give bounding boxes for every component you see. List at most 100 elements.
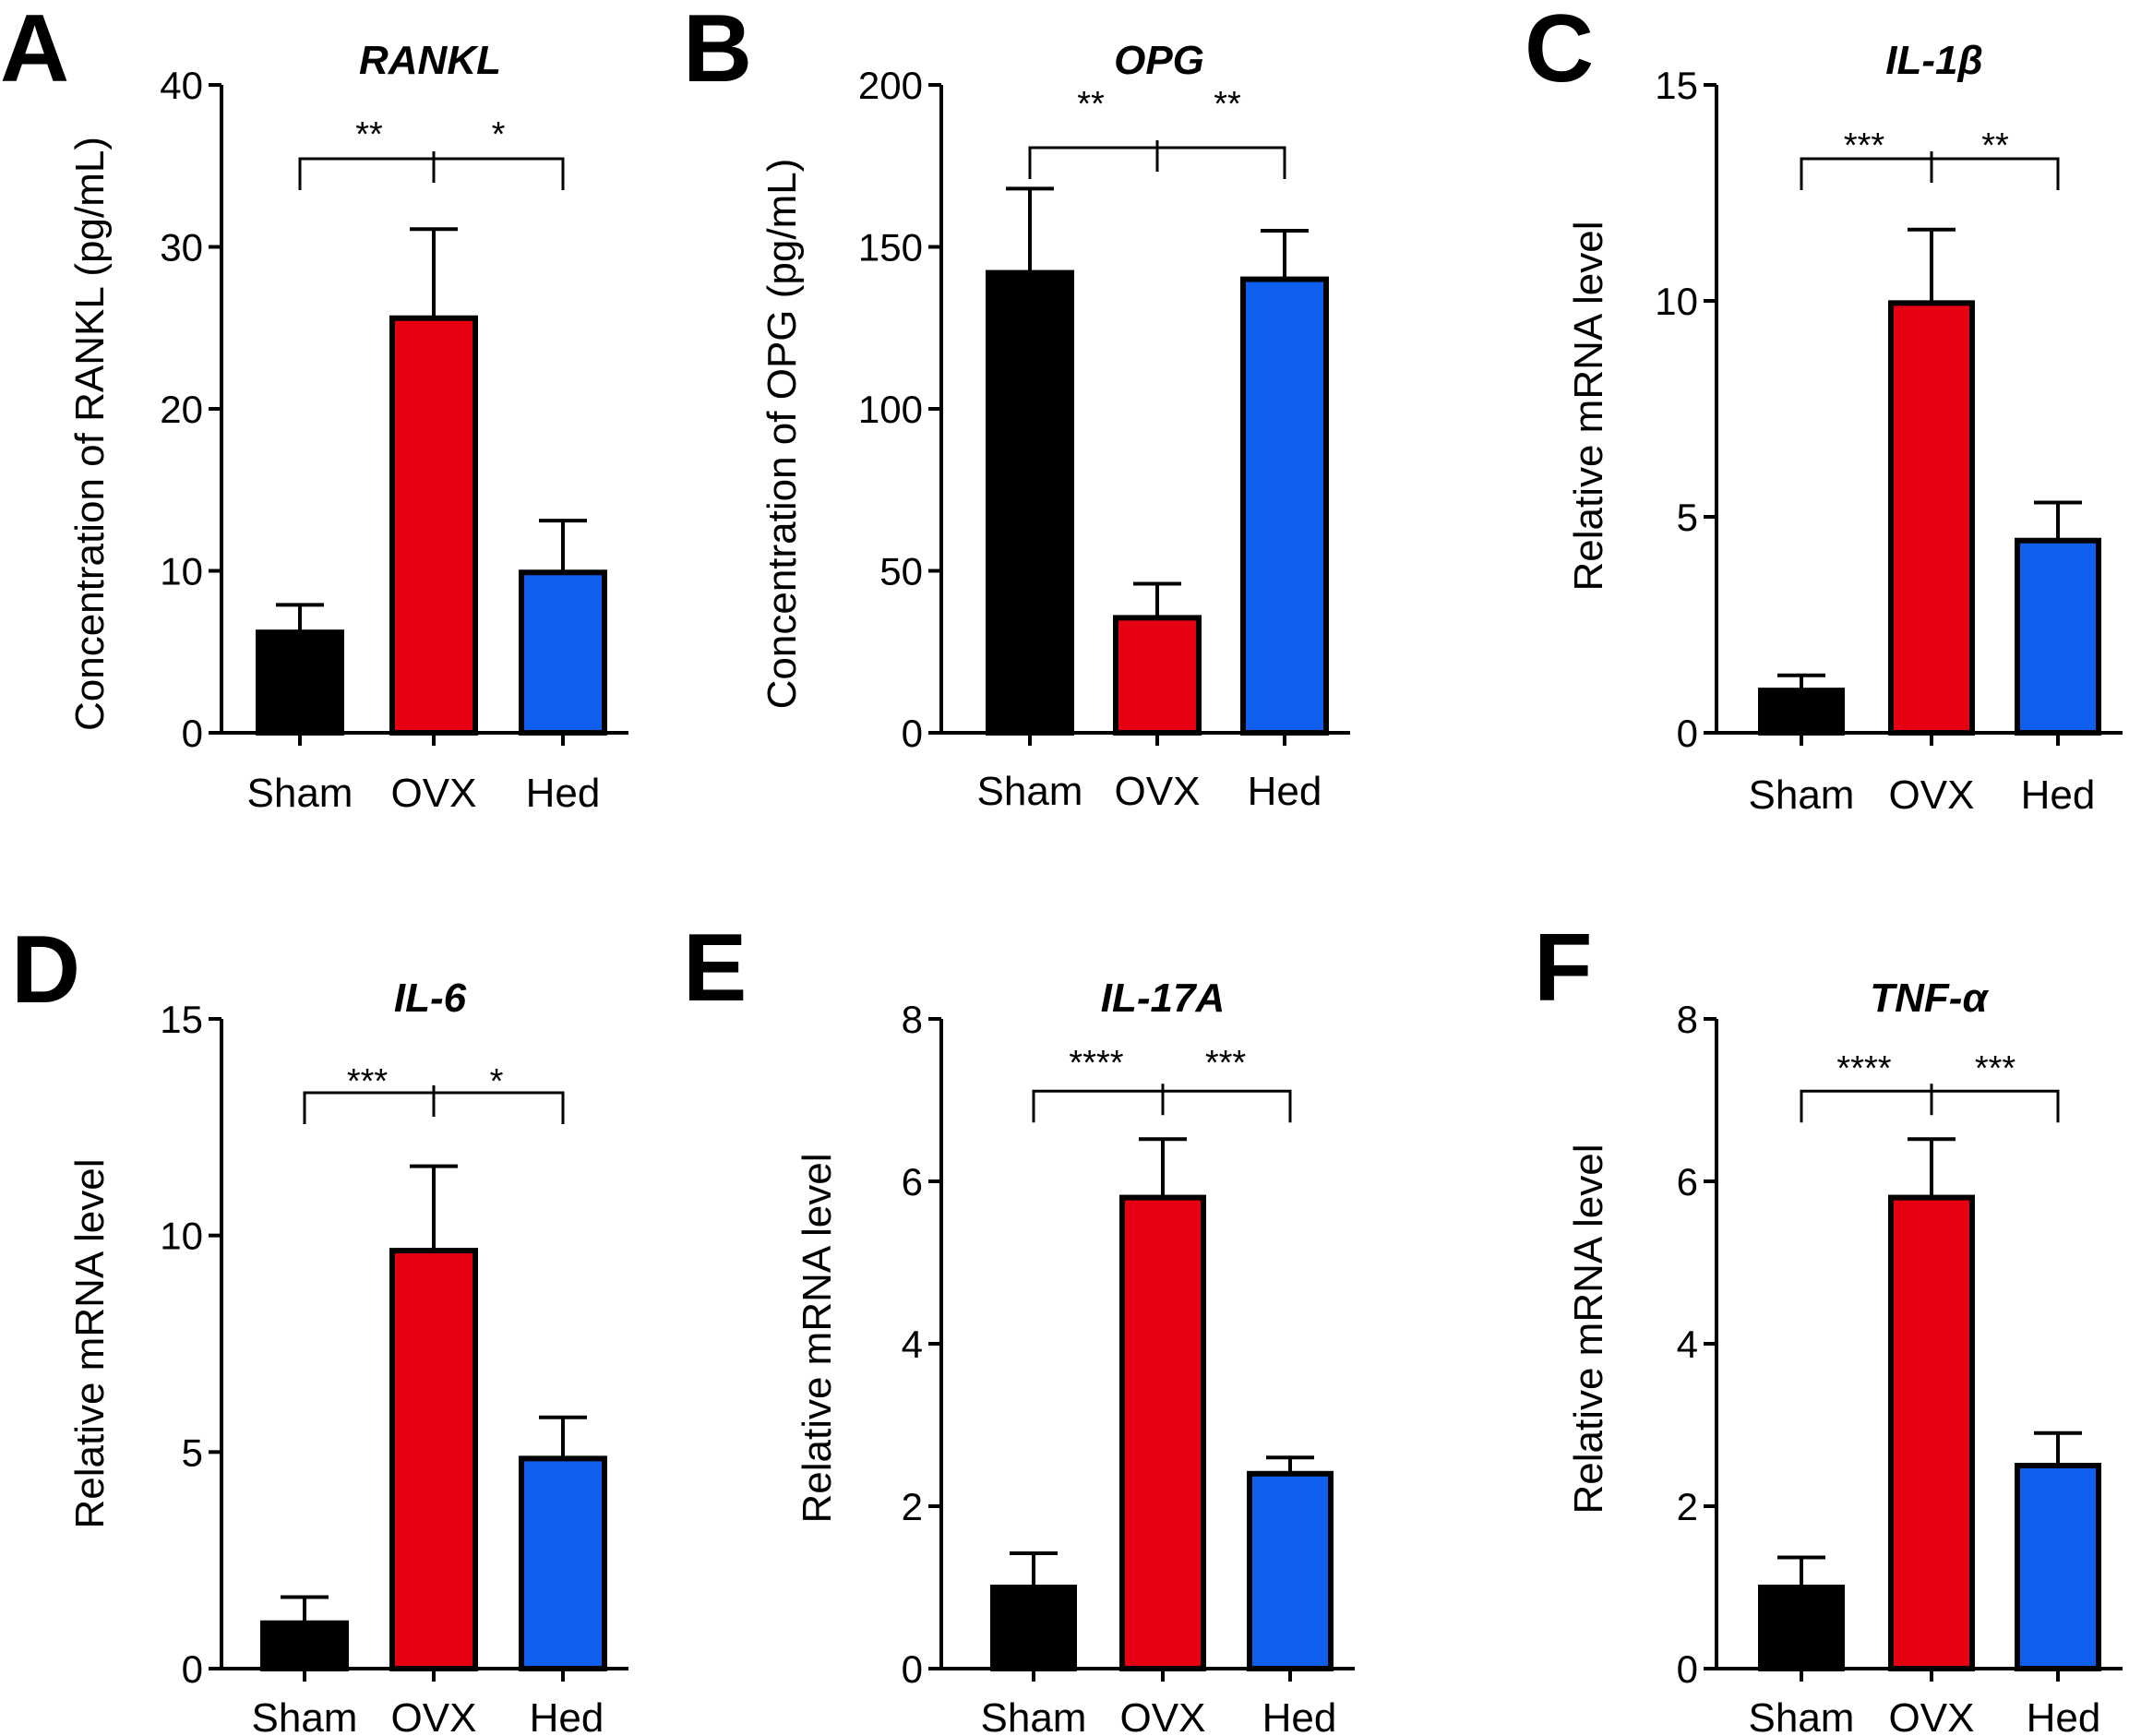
y-tick-label: 0 <box>1677 712 1698 755</box>
y-tick-label: 5 <box>1677 496 1698 539</box>
category-label-hed: Hed <box>1262 1695 1337 1736</box>
bar-sham <box>986 269 1074 736</box>
bar-hed <box>2015 537 2101 736</box>
y-tick-label: 10 <box>160 1215 203 1258</box>
bar-hed <box>1247 1470 1334 1672</box>
significance-bracket <box>298 157 565 190</box>
significance-bracket <box>1800 157 2060 190</box>
significance-right: * <box>490 1062 504 1101</box>
bar-sham <box>1758 688 1845 736</box>
y-tick-label: 4 <box>1677 1323 1698 1366</box>
plot-area: 0 10 20 30 40 <box>160 64 628 755</box>
chart-title: IL-6 <box>394 976 467 1021</box>
bar-sham <box>1758 1585 1845 1671</box>
bar-hed <box>519 569 607 736</box>
category-label-ovx: OVX <box>1115 769 1201 814</box>
category-label-ovx: OVX <box>391 771 477 816</box>
y-axis-label: Concentration of RANKL (pg/mL) <box>67 137 113 731</box>
panel-d: D IL-6 Relative mRNA level 0 5 10 15 Sham O… <box>11 916 628 1736</box>
bar-sham <box>260 1620 349 1671</box>
y-tick-label: 0 <box>182 1647 203 1691</box>
significance-right: * <box>492 115 506 154</box>
significance-left: **** <box>1069 1044 1123 1083</box>
bar-hed <box>519 1455 607 1671</box>
category-label-sham: Sham <box>977 769 1083 814</box>
y-tick-label: 6 <box>1677 1160 1698 1203</box>
significance-right: ** <box>1981 126 2009 165</box>
category-label-ovx: OVX <box>1120 1695 1206 1736</box>
y-tick-label: 50 <box>879 550 923 593</box>
y-tick-label: 40 <box>160 64 203 107</box>
panel-letter: C <box>1525 0 1594 102</box>
chart-title: OPG <box>1114 38 1204 83</box>
y-tick-label: 8 <box>1677 998 1698 1041</box>
significance-left: *** <box>1844 126 1885 165</box>
y-tick-label: 2 <box>1677 1485 1698 1528</box>
bar-ovx <box>1119 1194 1206 1671</box>
category-label-sham: Sham <box>247 771 353 816</box>
significance-right: *** <box>1205 1044 1247 1083</box>
panel-letter: F <box>1534 915 1593 1022</box>
panel-letter: B <box>683 0 752 102</box>
panel-a: A RANKL Concentration of RANKL (pg/mL) 0… <box>0 0 628 816</box>
panel-letter: A <box>0 0 69 102</box>
y-tick-label: 30 <box>160 226 203 269</box>
y-tick-label: 0 <box>1677 1647 1698 1691</box>
y-axis-label: Relative mRNA level <box>67 1158 113 1528</box>
significance-right: ** <box>1214 85 1241 124</box>
y-tick-label: 150 <box>858 226 923 269</box>
plot-area: 0 5 10 15 <box>160 998 628 1691</box>
significance-left: ** <box>355 115 383 154</box>
category-label-sham: Sham <box>981 1695 1087 1736</box>
bar-sham <box>256 629 344 736</box>
significance-left: **** <box>1836 1049 1891 1088</box>
y-tick-label: 10 <box>160 550 203 593</box>
plot-area: 0 2 4 6 8 <box>902 998 1355 1691</box>
category-label-ovx: OVX <box>1889 1695 1975 1736</box>
y-tick-label: 8 <box>902 998 923 1041</box>
plot-area: 0 5 10 15 <box>1655 64 2123 755</box>
category-label-ovx: OVX <box>1889 772 1975 818</box>
chart-title: IL-17A <box>1101 976 1225 1021</box>
y-tick-label: 2 <box>902 1485 923 1528</box>
plot-area: 0 2 4 6 8 <box>1677 998 2123 1691</box>
significance-left: *** <box>347 1062 389 1101</box>
y-axis-label: Relative mRNA level <box>795 1153 840 1523</box>
y-tick-label: 6 <box>902 1160 923 1203</box>
y-tick-label: 15 <box>1655 64 1698 107</box>
panel-letter: D <box>11 916 80 1024</box>
panel-letter: E <box>683 915 747 1022</box>
category-label-hed: Hed <box>530 1695 604 1736</box>
bar-ovx <box>389 1248 478 1672</box>
category-label-sham: Sham <box>1749 1695 1855 1736</box>
y-tick-label: 20 <box>160 388 203 431</box>
bar-hed <box>2015 1463 2101 1671</box>
y-tick-label: 200 <box>858 64 923 107</box>
panel-f: F TNF-α Relative mRNA level 0 2 4 6 8 Sham O… <box>1534 915 2123 1736</box>
bar-ovx <box>1888 1194 1975 1671</box>
y-axis-label: Relative mRNA level <box>1566 1143 1611 1514</box>
category-label-ovx: OVX <box>391 1695 477 1736</box>
plot-area: 0 50 100 150 200 <box>858 64 1350 755</box>
category-label-sham: Sham <box>252 1695 358 1736</box>
bar-ovx <box>1888 300 1975 736</box>
category-label-hed: Hed <box>1248 769 1322 814</box>
chart-title: RANKL <box>359 38 501 83</box>
chart-title: IL-1β <box>1885 38 1983 83</box>
chart-title: TNF-α <box>1870 976 1989 1021</box>
y-tick-label: 15 <box>160 998 203 1041</box>
significance-left: ** <box>1077 85 1105 124</box>
y-tick-label: 0 <box>902 1647 923 1691</box>
category-label-hed: Hed <box>2027 1695 2101 1736</box>
significance-bracket <box>1800 1089 2060 1123</box>
bar-hed <box>1240 276 1329 736</box>
bar-ovx <box>389 315 478 736</box>
bar-sham <box>990 1585 1077 1671</box>
y-tick-label: 5 <box>182 1431 203 1474</box>
category-label-hed: Hed <box>526 771 601 816</box>
category-label-sham: Sham <box>1749 772 1855 818</box>
y-tick-label: 0 <box>902 712 923 755</box>
